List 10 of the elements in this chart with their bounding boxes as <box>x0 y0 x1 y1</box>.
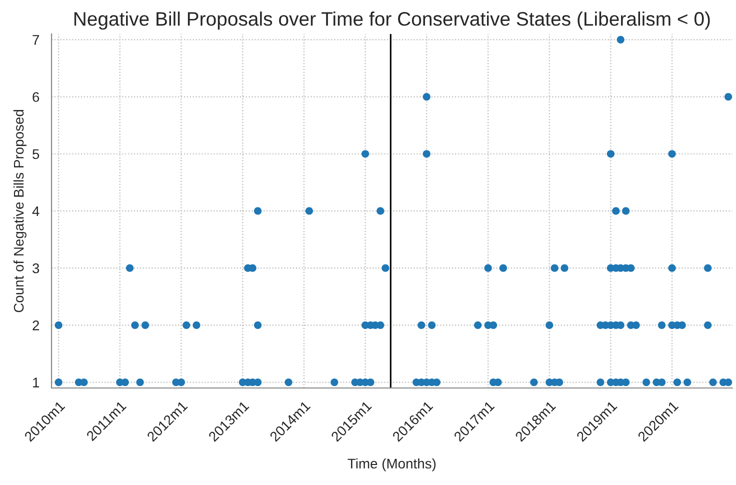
y-axis-title: Count of Negative Bills Proposed <box>13 110 26 312</box>
y-tick-label: 1 <box>33 378 40 388</box>
y-tick-label: 4 <box>32 206 40 216</box>
y-tick-label: 6 <box>32 92 40 102</box>
y-tick-label: 7 <box>32 35 40 45</box>
y-tick-label: 3 <box>32 263 40 274</box>
chart-title: Negative Bill Proposals over Time for Conservative States (Liberalism < 0) <box>74 12 710 30</box>
y-tick-label: 5 <box>32 149 40 160</box>
x-axis-title: Time (Months) <box>348 458 436 472</box>
y-tick-label: 2 <box>32 320 40 330</box>
